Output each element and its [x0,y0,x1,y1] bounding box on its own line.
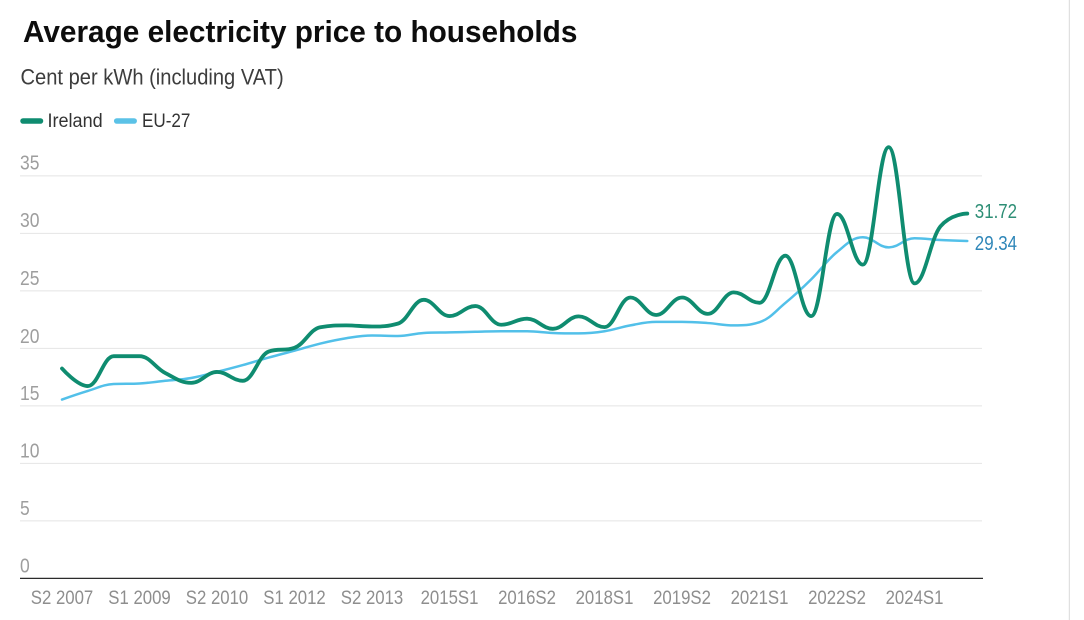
svg-text:2019S2: 2019S2 [653,587,711,608]
svg-text:S2 2013: S2 2013 [341,587,403,608]
svg-text:S2 2010: S2 2010 [186,587,248,608]
svg-text:2022S2: 2022S2 [808,587,866,608]
svg-text:0: 0 [20,554,30,576]
svg-text:35: 35 [20,151,39,173]
svg-text:25: 25 [20,267,39,289]
svg-text:2018S1: 2018S1 [576,587,634,608]
svg-text:2016S2: 2016S2 [498,587,556,608]
svg-text:S1 2009: S1 2009 [108,587,170,608]
svg-text:S2 2007: S2 2007 [31,587,93,608]
svg-text:20: 20 [20,325,39,347]
svg-text:2015S1: 2015S1 [421,587,479,608]
svg-text:2021S1: 2021S1 [731,587,789,608]
svg-text:2024S1: 2024S1 [886,587,944,608]
svg-text:31.72: 31.72 [975,200,1017,223]
svg-text:Cent per kWh (including VAT): Cent per kWh (including VAT) [21,66,284,90]
svg-text:EU-27: EU-27 [142,110,190,131]
svg-text:10: 10 [20,440,39,462]
svg-text:5: 5 [20,497,30,519]
svg-text:15: 15 [20,382,39,404]
svg-text:30: 30 [20,209,39,231]
svg-text:Ireland: Ireland [48,109,103,131]
svg-text:29.34: 29.34 [975,232,1017,255]
svg-text:S1 2012: S1 2012 [263,587,325,608]
svg-text:Average electricity price to h: Average electricity price to households [23,14,577,49]
